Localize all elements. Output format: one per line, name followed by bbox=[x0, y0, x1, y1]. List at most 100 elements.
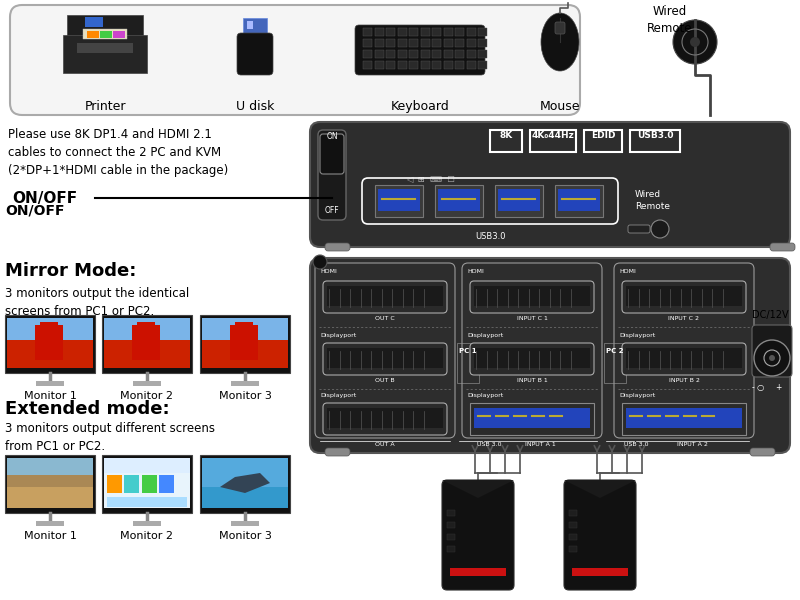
Bar bbox=[584, 130, 622, 152]
Bar bbox=[7, 475, 93, 487]
Bar bbox=[398, 28, 406, 36]
Text: Please use 8K DP1.4 and HDMI 2.1
cables to connect the 2 PC and KVM
(2*DP+1*HDMI: Please use 8K DP1.4 and HDMI 2.1 cables … bbox=[8, 128, 228, 177]
Text: ON/OFF: ON/OFF bbox=[12, 191, 77, 205]
Text: Displayport: Displayport bbox=[467, 333, 503, 338]
Text: USB3.0: USB3.0 bbox=[474, 232, 506, 241]
FancyBboxPatch shape bbox=[770, 243, 795, 251]
Polygon shape bbox=[442, 480, 514, 498]
Text: +: + bbox=[776, 383, 782, 392]
Bar bbox=[555, 185, 603, 217]
Circle shape bbox=[651, 220, 669, 238]
Bar bbox=[159, 475, 174, 493]
Bar bbox=[363, 50, 372, 58]
Bar bbox=[104, 318, 190, 368]
Bar bbox=[409, 39, 418, 47]
FancyBboxPatch shape bbox=[555, 22, 565, 34]
Bar bbox=[202, 458, 288, 508]
Bar bbox=[137, 322, 155, 334]
Bar bbox=[200, 455, 290, 513]
Bar bbox=[363, 61, 372, 69]
FancyBboxPatch shape bbox=[470, 343, 594, 375]
FancyBboxPatch shape bbox=[318, 130, 346, 220]
Bar bbox=[432, 28, 441, 36]
Bar bbox=[77, 43, 133, 53]
Text: ◁  ⊞  ⌨  ☐: ◁ ⊞ ⌨ ☐ bbox=[406, 175, 454, 184]
Bar bbox=[455, 50, 464, 58]
Bar bbox=[443, 61, 453, 69]
FancyBboxPatch shape bbox=[752, 325, 792, 377]
Bar bbox=[100, 31, 112, 38]
Bar bbox=[409, 28, 418, 36]
Bar bbox=[630, 130, 680, 152]
Bar bbox=[421, 28, 430, 36]
Bar bbox=[466, 28, 475, 36]
Bar bbox=[231, 521, 259, 526]
Bar bbox=[558, 189, 600, 211]
Bar bbox=[107, 475, 122, 493]
Bar bbox=[443, 28, 453, 36]
Bar bbox=[478, 28, 487, 36]
FancyBboxPatch shape bbox=[323, 403, 447, 435]
FancyBboxPatch shape bbox=[355, 25, 485, 75]
Bar bbox=[572, 568, 628, 576]
Bar bbox=[466, 39, 475, 47]
Text: 4K₀44Hz: 4K₀44Hz bbox=[532, 131, 574, 140]
Ellipse shape bbox=[541, 13, 579, 71]
Text: Monitor 3: Monitor 3 bbox=[218, 531, 271, 541]
Bar bbox=[432, 50, 441, 58]
Bar bbox=[421, 50, 430, 58]
Bar bbox=[133, 381, 161, 386]
Bar bbox=[113, 31, 125, 38]
Text: 3 monitors output the identical
screens from PC1 or PC2.: 3 monitors output the identical screens … bbox=[5, 287, 190, 318]
Bar bbox=[432, 61, 441, 69]
Bar bbox=[124, 475, 139, 493]
Bar bbox=[104, 458, 190, 508]
Text: INPUT C 2: INPUT C 2 bbox=[669, 316, 699, 321]
Text: Displayport: Displayport bbox=[320, 393, 356, 398]
Text: 8K: 8K bbox=[499, 131, 513, 140]
Text: Displayport: Displayport bbox=[320, 333, 356, 338]
Bar bbox=[474, 286, 590, 306]
Bar bbox=[626, 348, 742, 368]
Bar bbox=[622, 403, 746, 435]
Bar bbox=[363, 28, 372, 36]
Text: ON: ON bbox=[326, 132, 338, 141]
Text: PC 2: PC 2 bbox=[606, 348, 624, 354]
Bar bbox=[7, 340, 93, 368]
Bar bbox=[626, 286, 742, 306]
Bar bbox=[247, 21, 253, 29]
Bar bbox=[432, 39, 441, 47]
Bar bbox=[133, 521, 161, 526]
Bar bbox=[132, 325, 160, 360]
Text: OFF: OFF bbox=[325, 206, 339, 215]
Bar bbox=[327, 348, 443, 368]
Bar bbox=[386, 50, 395, 58]
Bar bbox=[443, 50, 453, 58]
Bar bbox=[398, 39, 406, 47]
Bar bbox=[438, 189, 480, 211]
Bar bbox=[478, 39, 487, 47]
Bar bbox=[530, 130, 576, 152]
Circle shape bbox=[690, 37, 700, 47]
FancyBboxPatch shape bbox=[622, 343, 746, 375]
Text: Monitor 1: Monitor 1 bbox=[23, 391, 77, 401]
Bar bbox=[409, 50, 418, 58]
Text: Displayport: Displayport bbox=[467, 393, 503, 398]
Bar bbox=[455, 39, 464, 47]
Bar bbox=[569, 534, 577, 540]
Bar bbox=[243, 18, 267, 33]
Bar bbox=[447, 522, 455, 528]
Text: OUT C: OUT C bbox=[375, 316, 395, 321]
Bar bbox=[386, 39, 395, 47]
Text: ○: ○ bbox=[756, 383, 764, 392]
Text: Mirror Mode:: Mirror Mode: bbox=[5, 262, 136, 280]
Bar bbox=[478, 61, 487, 69]
Bar bbox=[466, 61, 475, 69]
Bar bbox=[202, 318, 288, 368]
FancyBboxPatch shape bbox=[237, 33, 273, 75]
Bar bbox=[102, 315, 192, 373]
Text: Monitor 2: Monitor 2 bbox=[121, 391, 174, 401]
Text: INPUT B 1: INPUT B 1 bbox=[517, 378, 547, 383]
Bar bbox=[63, 35, 147, 73]
Bar bbox=[35, 325, 63, 360]
